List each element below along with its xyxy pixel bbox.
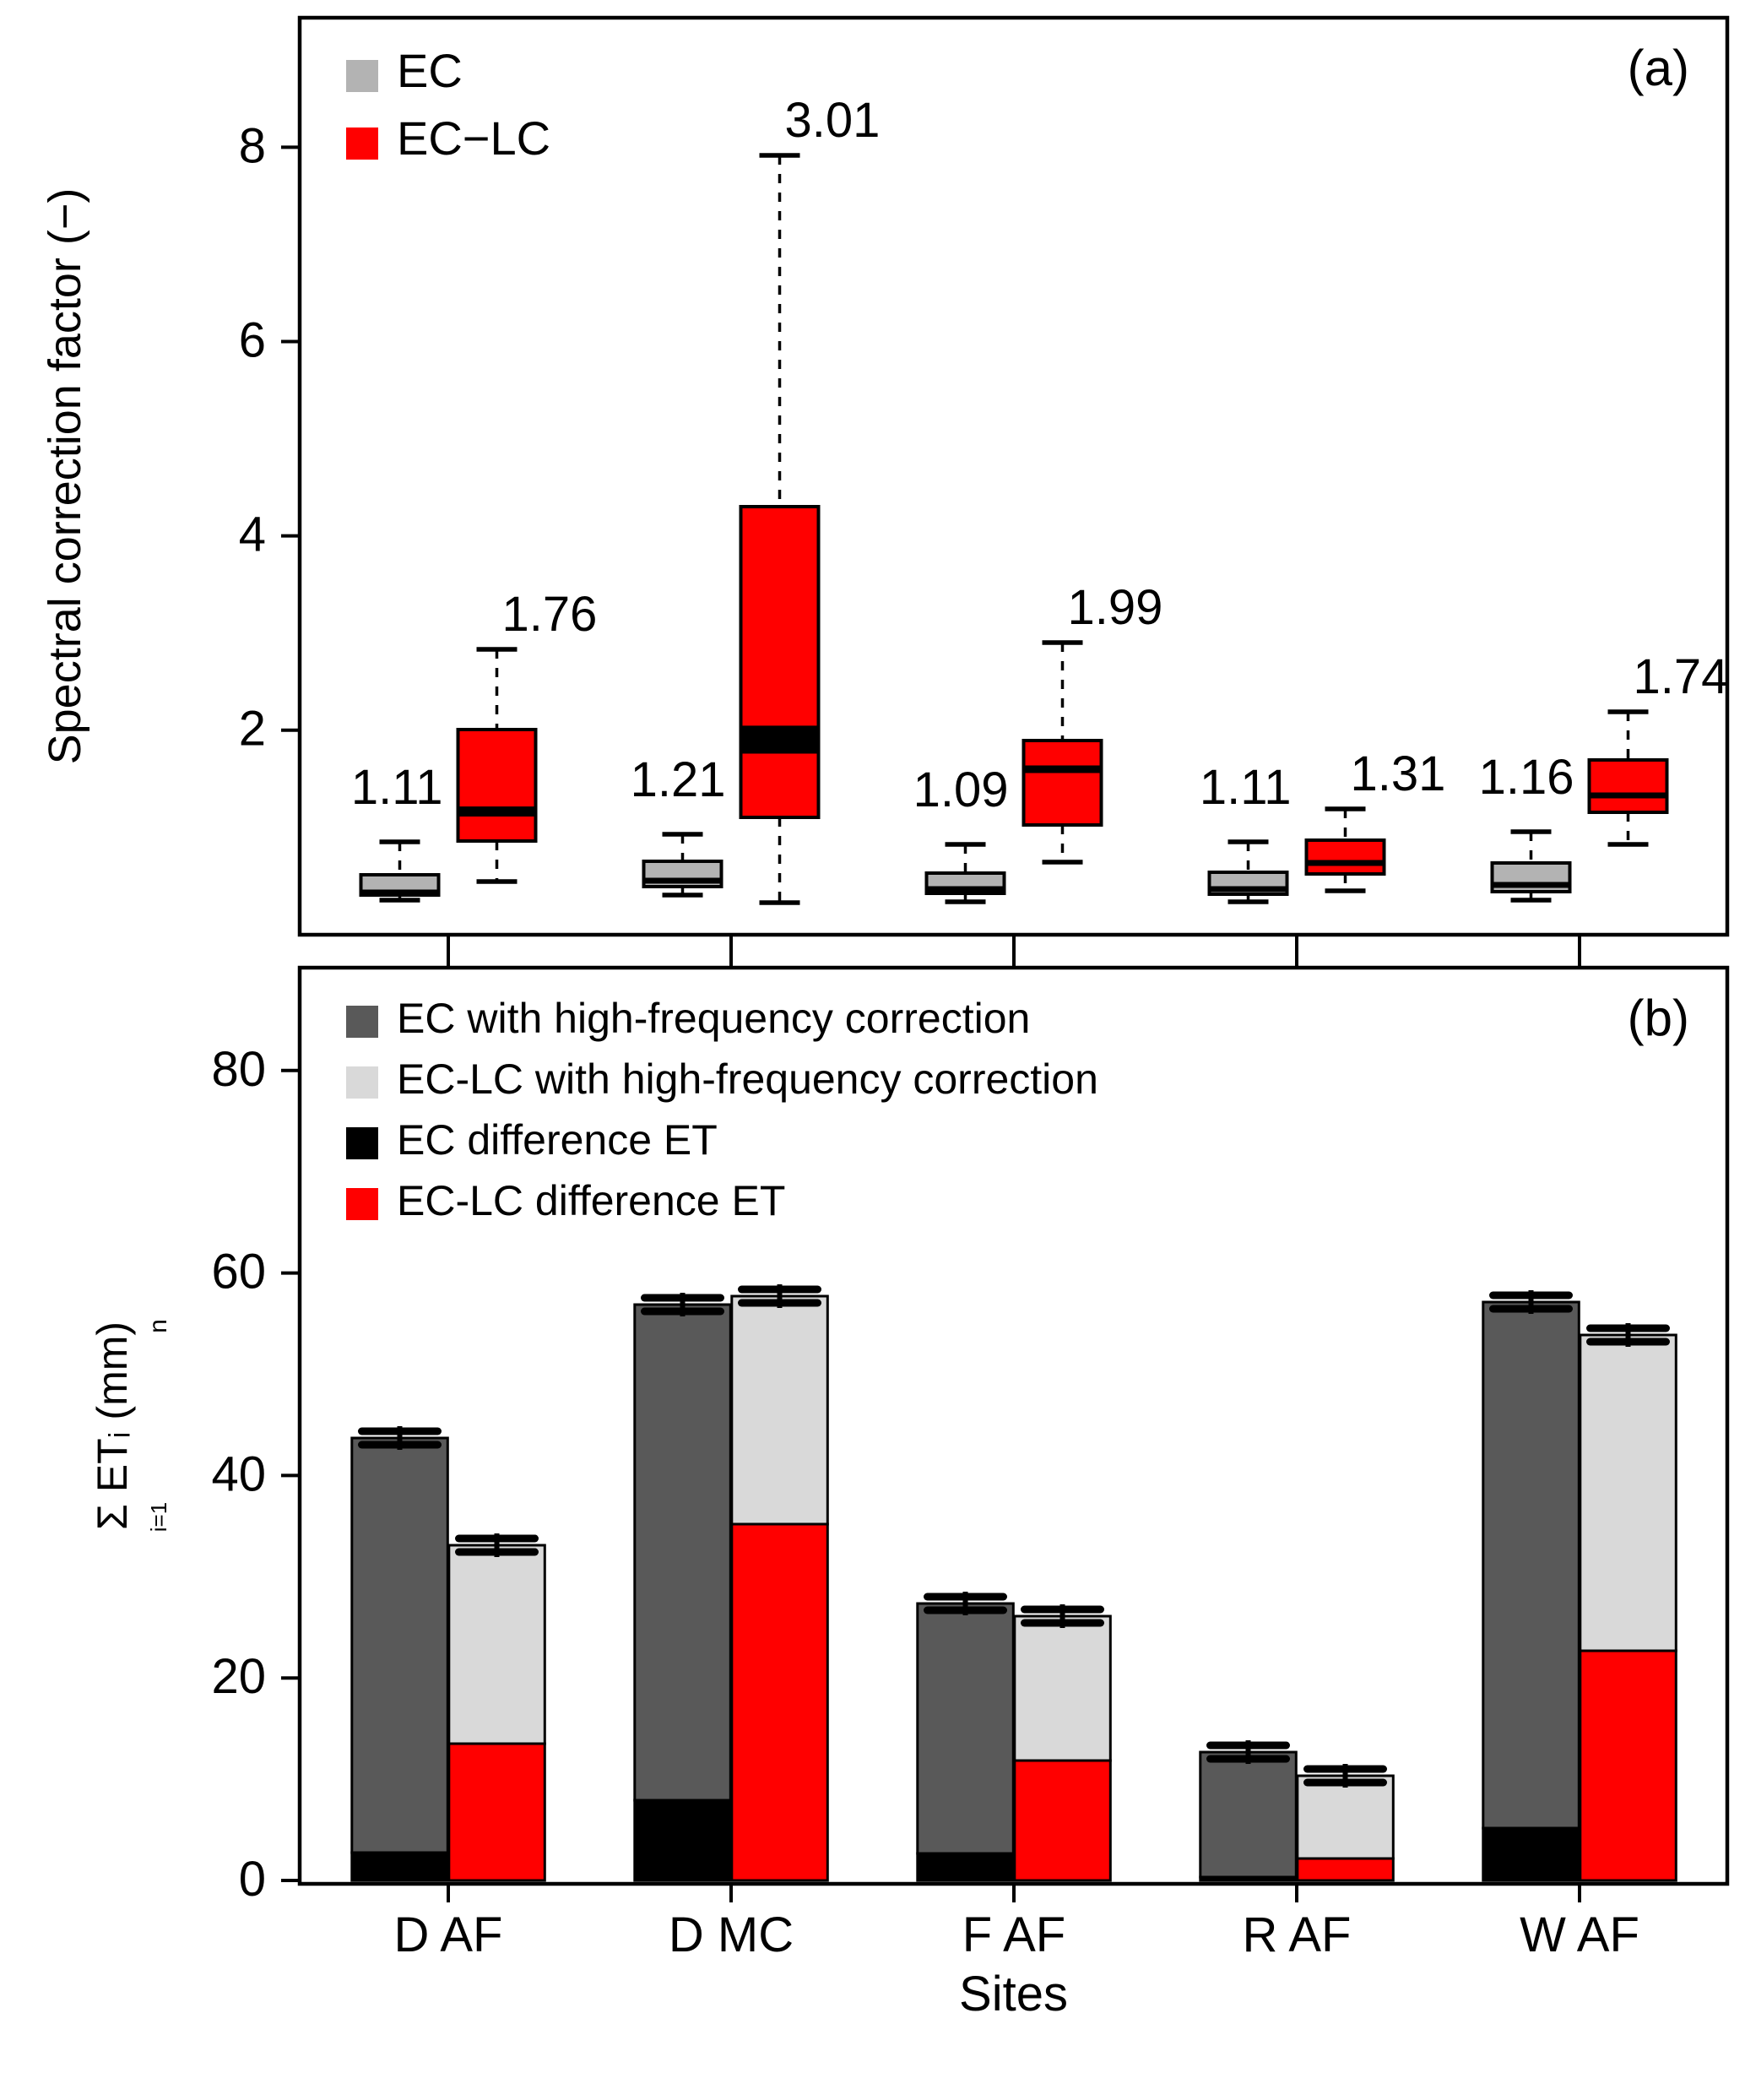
svg-text:80: 80: [211, 1042, 266, 1097]
svg-text:EC-LC difference ET: EC-LC difference ET: [397, 1177, 785, 1224]
svg-text:(a): (a): [1628, 40, 1689, 96]
svg-text:40: 40: [211, 1446, 266, 1501]
svg-text:W AF: W AF: [1520, 1907, 1639, 1962]
svg-text:3.01: 3.01: [785, 93, 881, 148]
svg-text:1.21: 1.21: [631, 752, 726, 807]
svg-text:Σ ETᵢ (mm): Σ ETᵢ (mm): [89, 1321, 136, 1530]
svg-text:1.11: 1.11: [1200, 760, 1292, 815]
svg-text:1.99: 1.99: [1068, 580, 1163, 635]
svg-text:1.09: 1.09: [913, 762, 1009, 817]
svg-text:Spectral correction factor (−): Spectral correction factor (−): [40, 188, 90, 765]
svg-text:4: 4: [239, 507, 266, 562]
svg-text:EC: EC: [397, 44, 463, 97]
svg-text:D MC: D MC: [669, 1907, 794, 1962]
svg-text:20: 20: [211, 1649, 266, 1704]
svg-text:6: 6: [239, 313, 266, 368]
svg-text:EC−LC: EC−LC: [397, 111, 550, 165]
svg-text:EC with high-frequency correct: EC with high-frequency correction: [397, 995, 1030, 1042]
svg-text:Sites: Sites: [959, 1967, 1068, 2021]
svg-text:EC difference ET: EC difference ET: [397, 1116, 718, 1164]
svg-text:2: 2: [239, 702, 266, 757]
svg-text:1.74: 1.74: [1634, 649, 1729, 704]
svg-text:EC-LC with high-frequency corr: EC-LC with high-frequency correction: [397, 1055, 1098, 1103]
svg-text:R AF: R AF: [1243, 1907, 1352, 1962]
svg-text:(b): (b): [1628, 990, 1689, 1046]
svg-text:i=1: i=1: [146, 1502, 171, 1532]
svg-text:1.11: 1.11: [351, 760, 443, 815]
svg-text:1.31: 1.31: [1351, 746, 1446, 801]
svg-text:1.16: 1.16: [1479, 750, 1574, 805]
svg-text:60: 60: [211, 1245, 266, 1300]
svg-text:D AF: D AF: [394, 1907, 503, 1962]
svg-text:F AF: F AF: [962, 1907, 1065, 1962]
svg-text:8: 8: [239, 118, 266, 173]
svg-text:1.76: 1.76: [502, 587, 598, 642]
svg-text:0: 0: [239, 1852, 266, 1907]
svg-text:n: n: [144, 1319, 172, 1333]
